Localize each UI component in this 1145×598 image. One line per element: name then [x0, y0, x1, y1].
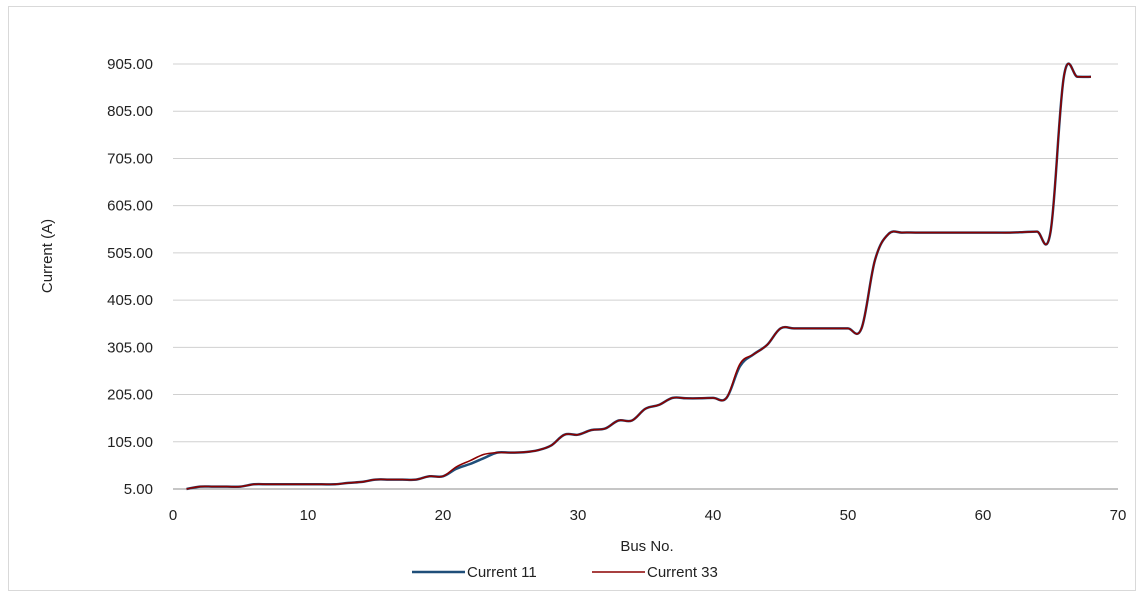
y-tick-label: 805.00 — [107, 103, 153, 120]
x-tick-label: 30 — [570, 507, 587, 524]
series-line-current-11 — [186, 62, 1092, 491]
y-tick-label: 5.00 — [124, 481, 153, 498]
y-tick-labels: 5.00 105.00 205.00 305.00 405.00 505.00 605.00… — [107, 56, 153, 498]
x-tick-label: 50 — [840, 507, 857, 524]
x-tick-label: 0 — [169, 507, 177, 524]
series-line-current-33 — [186, 62, 1092, 490]
y-axis-title: Current (A) — [39, 219, 56, 293]
y-tick-label: 105.00 — [107, 434, 153, 451]
y-tick-label: 305.00 — [107, 339, 153, 356]
x-tick-label: 40 — [705, 507, 722, 524]
x-axis-title: Bus No. — [620, 538, 673, 555]
x-tick-label: 60 — [975, 507, 992, 524]
series-lines — [186, 62, 1092, 491]
y-tick-label: 505.00 — [107, 245, 153, 262]
x-tick-labels: 0 10 20 30 40 50 60 70 — [169, 507, 1127, 524]
x-tick-label: 10 — [300, 507, 317, 524]
legend: Current 11 Current 33 — [412, 564, 718, 581]
x-tick-label: 70 — [1110, 507, 1127, 524]
y-tick-label: 605.00 — [107, 198, 153, 215]
grid-lines — [173, 63, 1118, 490]
y-tick-label: 405.00 — [107, 292, 153, 309]
legend-label-current-33: Current 33 — [647, 564, 718, 581]
chart-frame — [8, 6, 1136, 591]
legend-label-current-11: Current 11 — [467, 564, 537, 581]
y-tick-label: 705.00 — [107, 150, 153, 167]
y-tick-label: 205.00 — [107, 387, 153, 404]
y-tick-label: 905.00 — [107, 56, 153, 73]
x-tick-label: 20 — [435, 507, 452, 524]
